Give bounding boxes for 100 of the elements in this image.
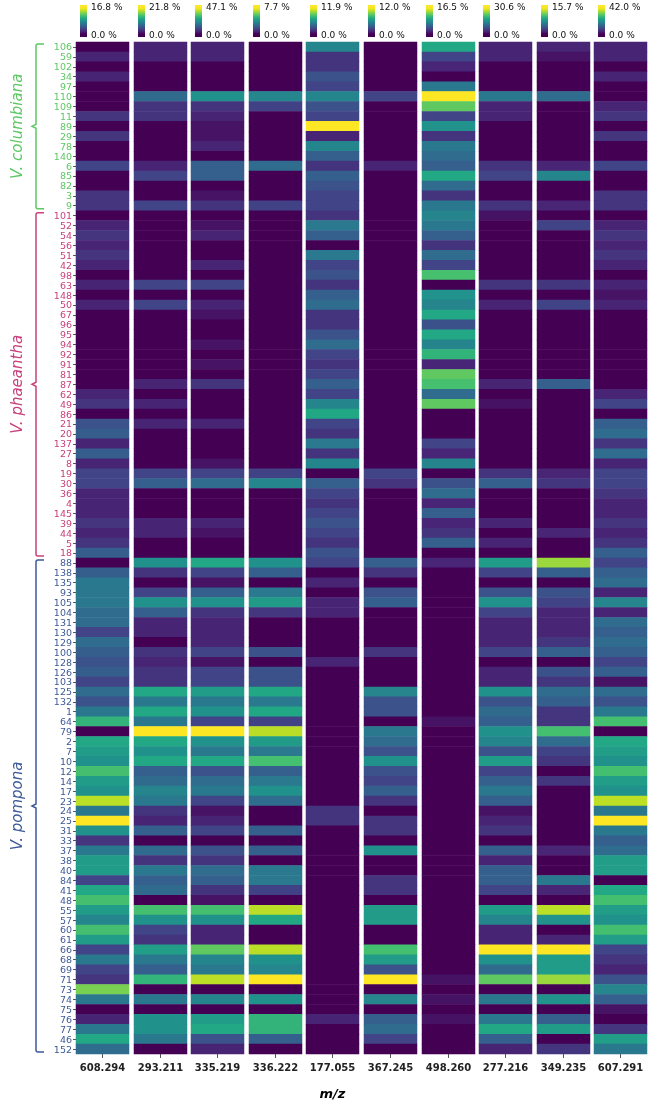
y-tick-label: 105: [53, 597, 72, 609]
color-bar-label: 0.0 %: [264, 30, 291, 40]
y-tick-label: 3: [65, 190, 72, 202]
color-bar-label: 16.8 %: [91, 2, 123, 12]
y-tick-label: 36: [59, 487, 72, 499]
color-bar-label: 0.0 %: [91, 30, 118, 40]
y-tick-label: 9: [65, 200, 72, 212]
y-tick-label: 92: [59, 349, 72, 361]
y-tick-label: 82: [59, 180, 72, 192]
y-tick-label: 51: [59, 249, 72, 261]
y-tick-label: 96: [59, 319, 72, 331]
y-tick-label: 33: [59, 835, 72, 847]
y-tick-label: 137: [53, 438, 72, 450]
x-tick-label: 177.055: [309, 1061, 356, 1073]
y-tick-label: 94: [59, 339, 72, 351]
y-tick-label: 20: [59, 428, 72, 440]
color-bar-label: 0.0 %: [206, 30, 233, 40]
y-tick-label: 91: [59, 358, 72, 370]
y-tick-label: 25: [59, 815, 72, 827]
y-tick-label: 24: [59, 805, 72, 817]
y-tick-label: 23: [59, 795, 72, 807]
color-bar-label: 42.0 %: [609, 2, 641, 12]
y-tick-label: 77: [59, 1023, 72, 1035]
y-tick-label: 76: [59, 1013, 72, 1025]
y-tick-label: 84: [59, 874, 72, 886]
y-tick-label: 55: [59, 904, 72, 916]
y-tick-label: 31: [59, 825, 72, 837]
y-tick-label: 103: [53, 676, 72, 688]
y-tick-label: 37: [59, 845, 72, 857]
y-tick-label: 88: [59, 557, 72, 569]
y-tick-label: 64: [59, 716, 72, 728]
y-tick-label: 34: [59, 71, 72, 83]
y-tick-label: 79: [59, 726, 72, 738]
y-tick-label: 27: [59, 448, 72, 460]
y-tick-label: 52: [59, 220, 72, 232]
y-tick-label: 5: [65, 537, 72, 549]
color-bar-label: 0.0 %: [609, 30, 636, 40]
y-tick-label: 138: [53, 567, 72, 579]
y-tick-label: 11: [59, 110, 72, 122]
y-tick-label: 63: [59, 279, 72, 291]
y-tick-label: 86: [59, 408, 72, 420]
y-tick-label: 17: [59, 785, 72, 797]
y-tick-label: 44: [59, 527, 72, 539]
x-tick-label: 335.219: [194, 1061, 241, 1073]
x-tick-label: 293.211: [137, 1061, 184, 1073]
y-tick-label: 87: [59, 378, 72, 390]
y-tick-label: 140: [53, 150, 72, 162]
y-tick-label: 19: [59, 468, 72, 480]
y-tick-label: 2: [65, 735, 72, 747]
y-tick-label: 29: [59, 130, 72, 142]
y-tick-label: 39: [59, 517, 72, 529]
y-tick-label: 56: [59, 239, 72, 251]
y-tick-label: 6: [65, 160, 72, 172]
y-tick-label: 57: [59, 914, 72, 926]
y-tick-label: 130: [53, 626, 72, 638]
x-tick-label: 277.216: [482, 1061, 529, 1073]
y-tick-label: 1: [65, 706, 72, 718]
y-tick-label: 49: [59, 398, 72, 410]
y-tick-label: 60: [59, 924, 72, 936]
y-tick-label: 46: [59, 1033, 72, 1045]
y-tick-label: 104: [53, 606, 72, 618]
color-bar-label: 16.5 %: [437, 2, 469, 12]
y-tick-label: 12: [59, 765, 72, 777]
color-bar-label: 47.1 %: [206, 2, 238, 12]
y-tick-label: 38: [59, 855, 72, 867]
y-tick-label: 101: [53, 210, 72, 222]
y-tick-label: 68: [59, 954, 72, 966]
y-tick-label: 135: [53, 577, 72, 589]
x-axis-title: m/z: [318, 1086, 347, 1101]
y-tick-label: 30: [59, 478, 72, 490]
color-bar-label: 12.0 %: [379, 2, 411, 12]
x-tick-label: 607.291: [597, 1061, 644, 1073]
y-tick-label: 102: [53, 61, 72, 73]
y-tick-label: 42: [59, 259, 72, 271]
y-tick-label: 74: [59, 993, 72, 1005]
y-tick-label: 14: [59, 775, 72, 787]
y-tick-label: 48: [59, 894, 72, 906]
color-bar-label: 0.0 %: [379, 30, 406, 40]
y-tick-label: 98: [59, 269, 72, 281]
y-tick-label: 95: [59, 329, 72, 341]
y-tick-label: 69: [59, 964, 72, 976]
color-bar-label: 0.0 %: [149, 30, 176, 40]
x-tick-label: 336.222: [252, 1061, 299, 1073]
y-tick-label: 67: [59, 309, 72, 321]
y-tick-label: 85: [59, 170, 72, 182]
y-tick-label: 89: [59, 120, 72, 132]
y-tick-label: 126: [53, 666, 72, 678]
y-tick-label: 66: [59, 944, 72, 956]
y-tick-label: 71: [59, 974, 72, 986]
color-bar-label: 0.0 %: [321, 30, 348, 40]
color-bar-label: 0.0 %: [552, 30, 579, 40]
y-tick-label: 50: [59, 299, 72, 311]
y-tick-label: 40: [59, 864, 72, 876]
x-tick-label: 349.235: [540, 1061, 587, 1073]
text: V. phaeantha: [8, 334, 26, 434]
y-tick-label: 100: [53, 646, 72, 658]
x-tick-label: 608.294: [79, 1061, 126, 1073]
color-bar-label: 0.0 %: [494, 30, 521, 40]
color-bar-label: 7.7 %: [264, 2, 291, 12]
y-tick-label: 128: [53, 656, 72, 668]
